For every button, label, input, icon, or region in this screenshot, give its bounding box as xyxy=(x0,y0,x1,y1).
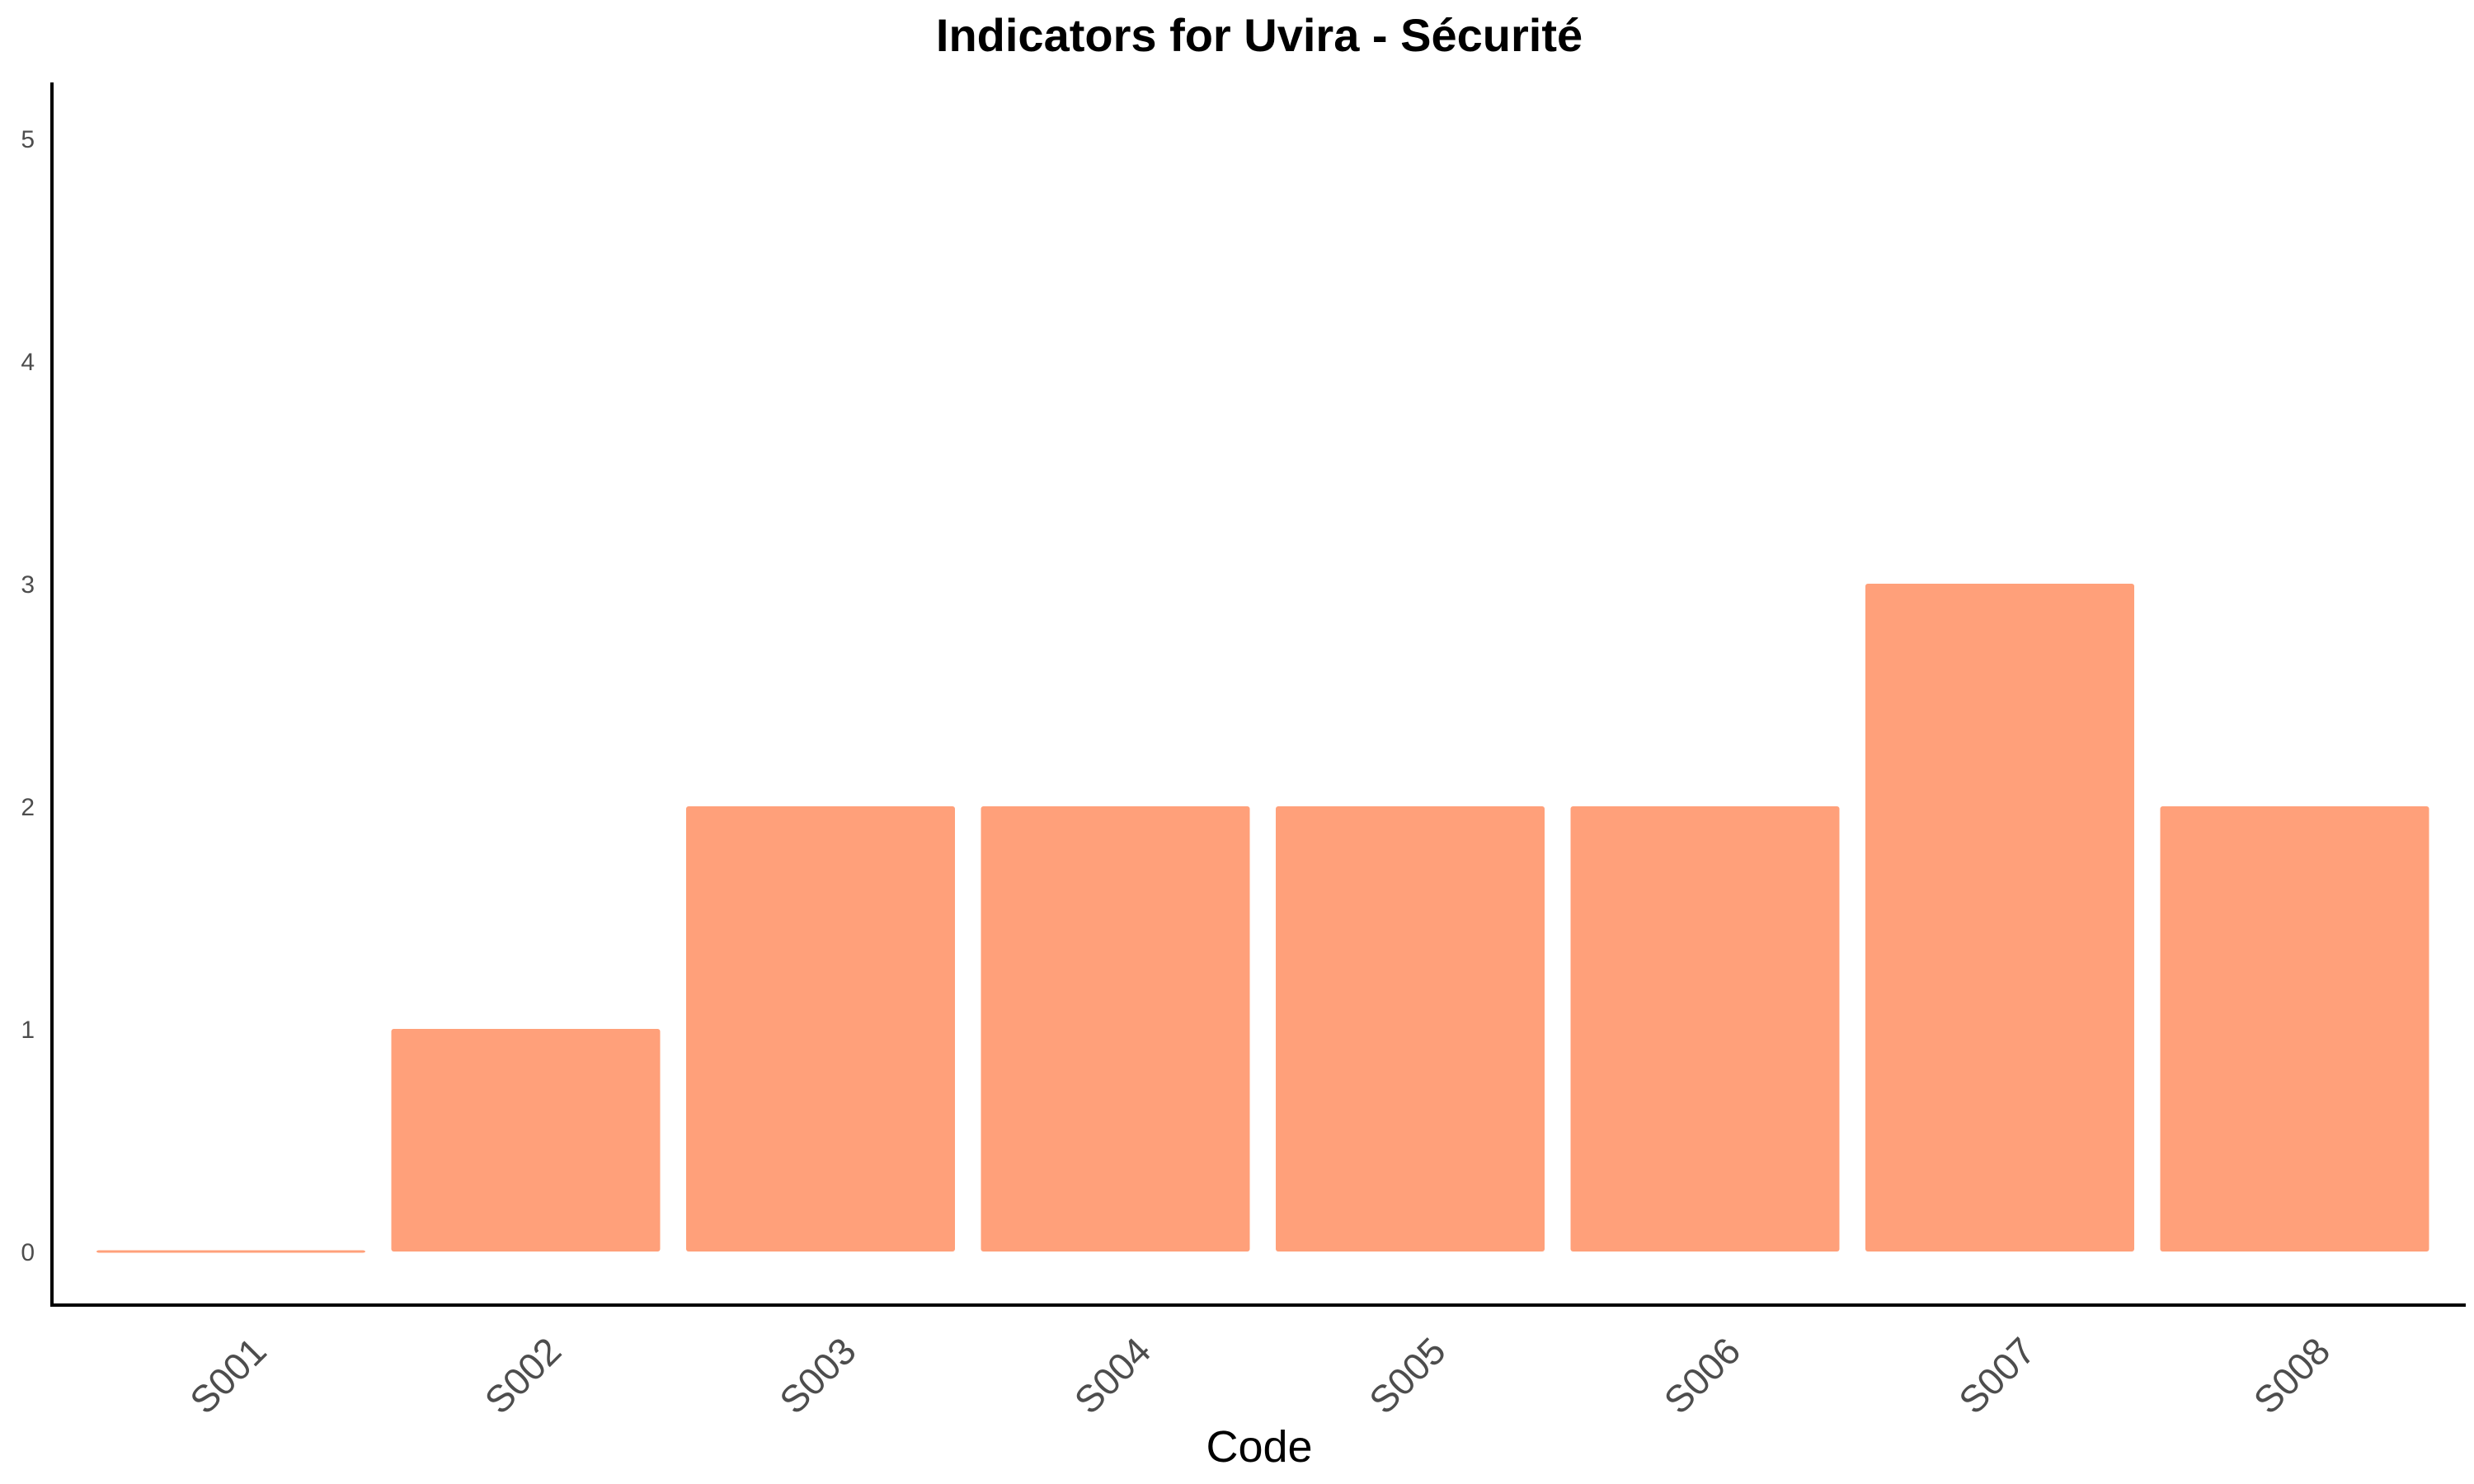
chart-title: Indicators for Uvira - Sécurité xyxy=(936,9,1583,61)
y-tick-label: 1 xyxy=(21,1017,35,1044)
x-tick-label: S005 xyxy=(1361,1329,1454,1422)
y-tick-label: 2 xyxy=(21,794,35,821)
bar-s008 xyxy=(2160,806,2429,1252)
x-tick-label: S008 xyxy=(2246,1329,2339,1422)
x-tick-label: S006 xyxy=(1656,1329,1749,1422)
x-axis-title: Code xyxy=(1206,1422,1312,1472)
bar-s004 xyxy=(981,806,1250,1252)
y-tick-label: 5 xyxy=(21,126,35,153)
bar-s007 xyxy=(1865,584,2134,1252)
bar-s002 xyxy=(391,1029,661,1252)
bars xyxy=(96,584,2429,1253)
y-tick-label: 4 xyxy=(21,349,35,376)
x-tick-label: S007 xyxy=(1950,1329,2044,1422)
bar-s003 xyxy=(686,806,955,1252)
y-tick-label: 0 xyxy=(21,1239,35,1266)
x-tick-label: S004 xyxy=(1066,1329,1159,1422)
x-tick-label: S001 xyxy=(181,1329,275,1422)
bar-s006 xyxy=(1570,806,1840,1252)
y-tick-label: 3 xyxy=(21,571,35,599)
bar-s005 xyxy=(1276,806,1545,1252)
y-axis-ticks: 0 1 2 3 4 5 xyxy=(21,126,35,1266)
x-tick-label: S002 xyxy=(477,1329,570,1422)
x-axis-ticks: S001 S002 S003 S004 S005 S006 S007 S008 xyxy=(181,1329,2338,1422)
bar-s001 xyxy=(96,1250,365,1253)
x-tick-label: S003 xyxy=(771,1329,864,1422)
